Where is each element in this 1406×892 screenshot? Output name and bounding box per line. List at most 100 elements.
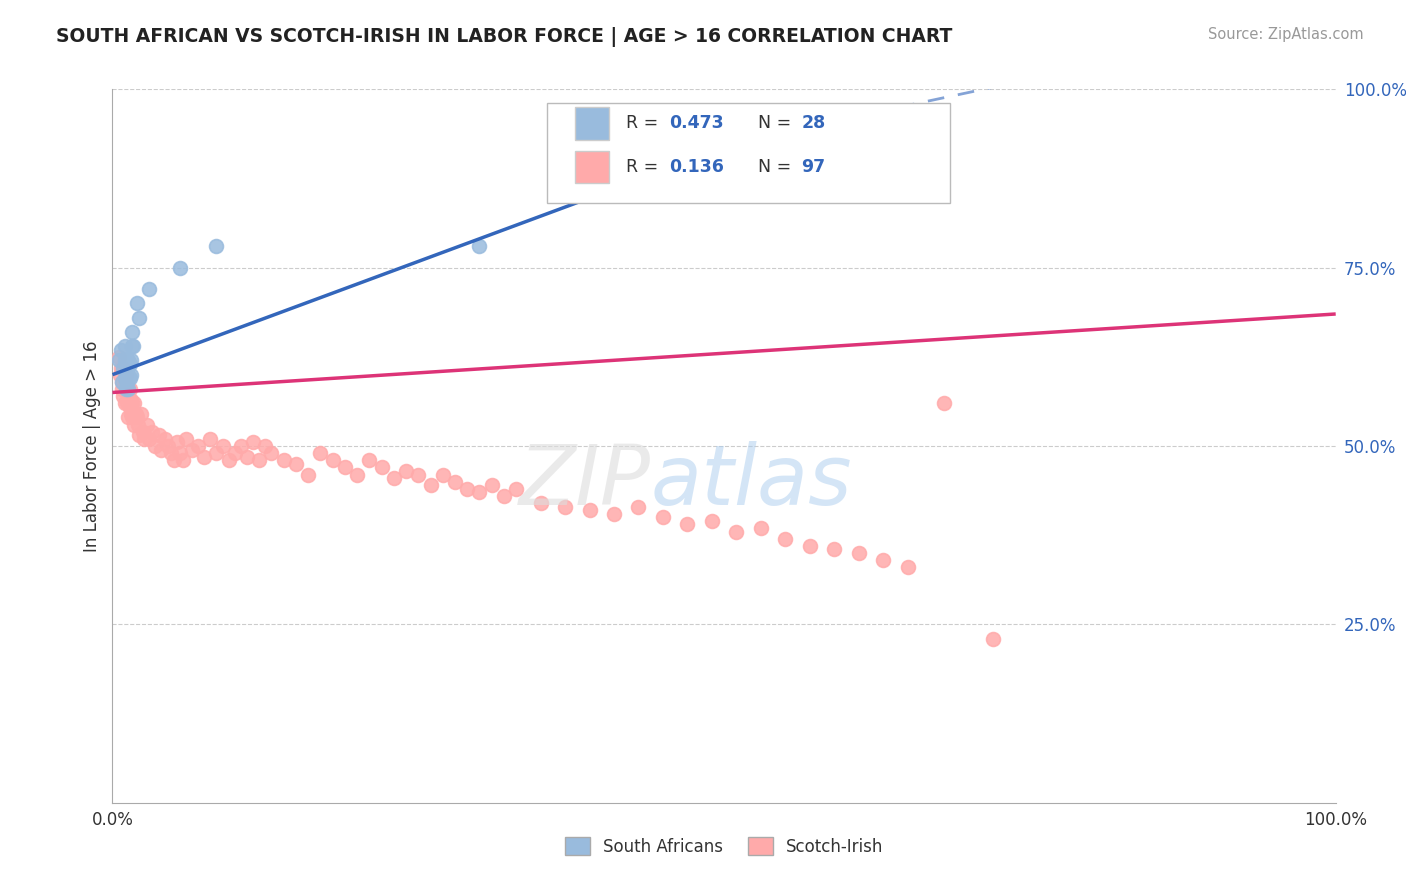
Point [108,368,131,382]
Point [382,471,405,485]
Point [118,382,141,396]
Point [169,446,191,460]
Point [112,360,135,375]
Point [529,496,551,510]
Point [110,343,132,357]
Bar [575,107,609,139]
Text: 0.473: 0.473 [669,114,724,132]
Point [172,453,194,467]
Point [114,375,136,389]
Point [107,350,129,364]
Point [121,396,143,410]
Point [229,439,252,453]
Point [676,517,699,532]
Point [118,357,141,371]
Point [138,282,160,296]
Point [254,439,277,453]
Point [322,453,344,467]
Point [897,560,920,574]
Point [492,489,515,503]
Point [115,368,138,382]
Point [125,407,148,421]
Point [120,368,142,382]
Point [124,396,146,410]
Text: SOUTH AFRICAN VS SCOTCH-IRISH IN LABOR FORCE | AGE > 16 CORRELATION CHART: SOUTH AFRICAN VS SCOTCH-IRISH IN LABOR F… [56,27,953,46]
Point [934,396,956,410]
Point [111,382,134,396]
Point [132,425,155,439]
Point [346,467,368,482]
Point [505,482,527,496]
Point [107,353,129,368]
Point [110,360,132,375]
Point [115,375,138,389]
Text: ZIP: ZIP [519,442,651,522]
Point [117,389,139,403]
Point [333,460,356,475]
Point [114,339,136,353]
Point [205,239,228,253]
Point [297,467,319,482]
Point [122,407,145,421]
Point [725,524,748,539]
Point [481,478,503,492]
Point [122,339,145,353]
Point [652,510,675,524]
Point [114,353,136,368]
Point [444,475,467,489]
Legend: South Africans, Scotch-Irish: South Africans, Scotch-Irish [558,830,890,863]
Point [111,375,134,389]
Point [627,500,650,514]
Point [284,457,308,471]
Point [395,464,418,478]
Point [120,392,142,407]
Point [114,396,136,410]
Point [115,385,138,400]
Point [121,339,143,353]
Point [359,453,381,467]
Text: 0.136: 0.136 [669,158,724,176]
Text: R =: R = [626,158,664,176]
Point [120,407,142,421]
Point [236,450,259,464]
Point [749,521,772,535]
Point [578,503,600,517]
Point [273,453,295,467]
Point [124,417,146,432]
Point [115,382,138,396]
Point [247,453,270,467]
Point [121,410,143,425]
Point [115,368,138,382]
Point [115,360,138,375]
Point [115,396,138,410]
Point [125,296,148,310]
Point [117,382,139,396]
FancyBboxPatch shape [547,103,950,203]
Point [224,446,246,460]
Point [135,417,157,432]
Point [117,353,139,368]
Y-axis label: In Labor Force | Age > 16: In Labor Force | Age > 16 [83,340,101,552]
Point [117,410,139,425]
Point [193,450,215,464]
Text: 97: 97 [801,158,825,176]
Bar [575,151,609,183]
Text: atlas: atlas [651,442,852,522]
Point [419,478,441,492]
Point [112,389,135,403]
Point [468,485,491,500]
Point [799,539,821,553]
Point [872,553,894,567]
Point [554,500,576,514]
Point [150,442,173,457]
Point [205,446,228,460]
Point [187,439,209,453]
Point [120,353,142,368]
Point [138,432,160,446]
Point [127,417,149,432]
Point [141,425,163,439]
Point [129,407,152,421]
Point [408,467,430,482]
Point [218,453,240,467]
Point [156,439,179,453]
